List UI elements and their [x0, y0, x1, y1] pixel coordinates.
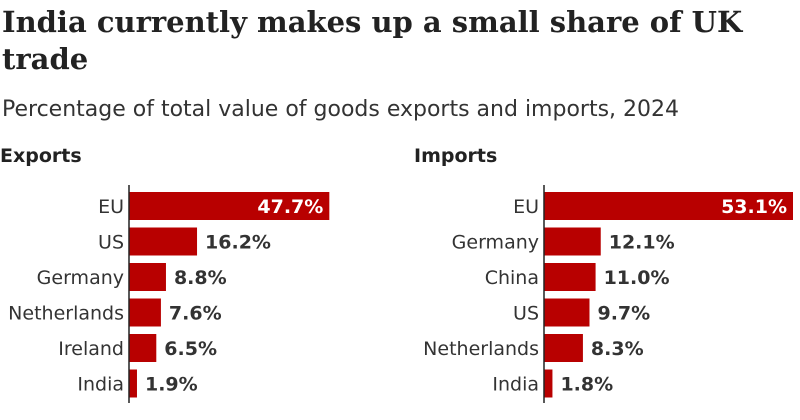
imports-value-label-china: 11.0% — [604, 267, 670, 289]
exports-bar-eu — [129, 192, 330, 220]
chart-subtitle: Percentage of total value of goods expor… — [2, 97, 680, 122]
exports-value-label-germany: 8.8% — [174, 267, 227, 289]
exports-value-label-india: 1.9% — [145, 374, 198, 396]
imports-category-label-eu: EU — [513, 196, 539, 218]
exports-bar-chart: EU 47.7% US 16.2% Germany 8.8% Netherlands 7.6%… — [8, 185, 330, 403]
imports-value-label-india: 1.8% — [560, 374, 613, 396]
exports-bar-ireland — [129, 334, 157, 362]
exports-category-label-ireland: Ireland — [58, 338, 124, 360]
exports-bar-netherlands — [129, 298, 161, 327]
exports-category-label-india: India — [77, 374, 124, 396]
exports-value-label-netherlands: 7.6% — [169, 303, 222, 325]
imports-category-label-us: US — [513, 303, 539, 325]
imports-bar-chart: EU 53.1% Germany 12.1% China 11.0% US 9.7% Nethe… — [423, 185, 793, 403]
imports-value-label-eu: 53.1% — [721, 196, 787, 218]
exports-category-label-eu: EU — [98, 196, 124, 218]
exports-category-label-netherlands: Netherlands — [8, 303, 124, 325]
exports-value-label-ireland: 6.5% — [164, 338, 217, 360]
imports-category-label-china: China — [485, 267, 539, 289]
exports-value-label-us: 16.2% — [205, 232, 271, 254]
exports-bar-us — [129, 227, 198, 256]
exports-category-label-us: US — [98, 232, 124, 254]
chart-title: India currently makes up a small share o… — [2, 5, 743, 76]
imports-category-label-germany: Germany — [452, 232, 539, 254]
imports-panel: Imports EU 53.1% Germany 12.1% China 11.0% US 9… — [414, 145, 793, 415]
exports-bar-india — [129, 369, 137, 398]
imports-value-label-germany: 12.1% — [609, 232, 675, 254]
exports-category-label-germany: Germany — [37, 267, 124, 289]
exports-panel-title: Exports — [0, 145, 82, 167]
imports-value-label-us: 9.7% — [597, 303, 650, 325]
imports-bar-us — [544, 298, 590, 327]
imports-value-label-netherlands: 8.3% — [591, 338, 644, 360]
imports-bar-netherlands — [544, 334, 583, 362]
imports-bar-india — [544, 369, 553, 398]
imports-category-label-netherlands: Netherlands — [423, 338, 539, 360]
imports-bar-china — [544, 263, 596, 291]
imports-panel-title: Imports — [414, 145, 498, 167]
exports-panel: Exports EU 47.7% US 16.2% Germany 8.8% Netherl… — [0, 145, 360, 415]
imports-category-label-india: India — [492, 374, 539, 396]
exports-value-label-eu: 47.7% — [257, 196, 323, 218]
imports-bar-eu — [544, 192, 793, 220]
exports-bar-germany — [129, 263, 166, 291]
imports-bar-germany — [544, 227, 601, 256]
